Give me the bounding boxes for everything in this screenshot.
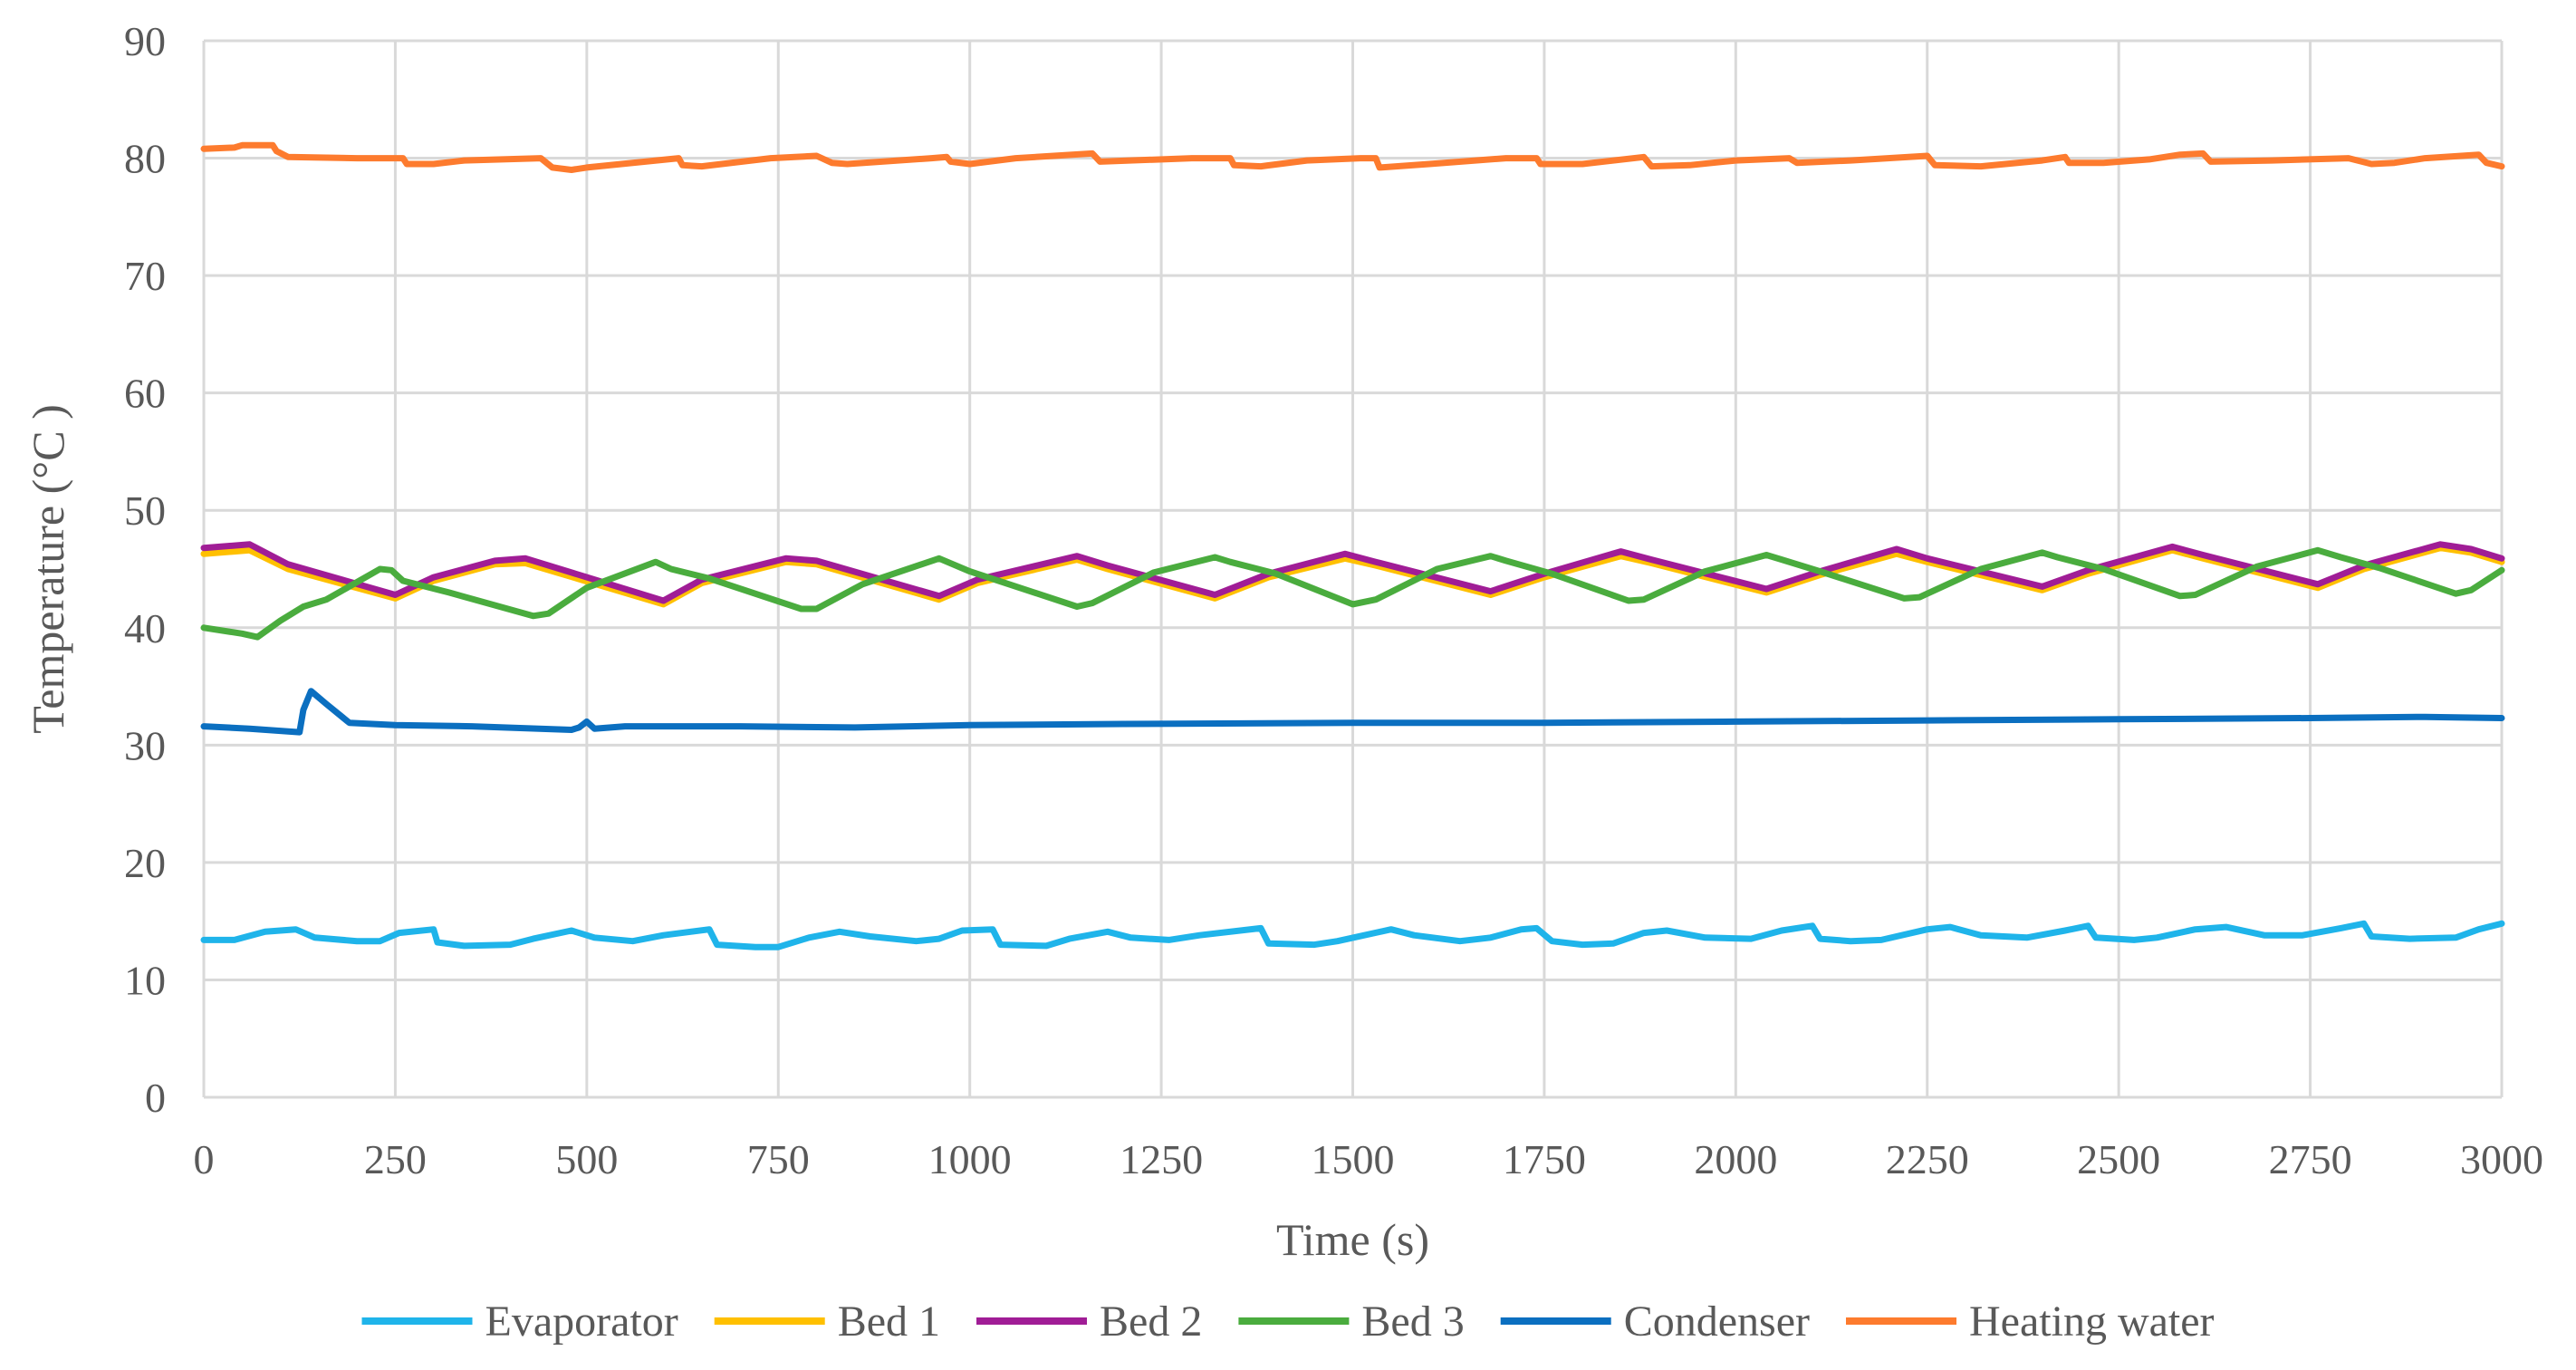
legend-item: Condenser xyxy=(1500,1298,1810,1346)
x-axis-ticks: 0 250 500 750 1000 1250 1500 1750 2000 2250 2500 27… xyxy=(194,1136,2544,1182)
series-line-bed-2 xyxy=(200,541,2505,604)
series-line-bed-3 xyxy=(200,546,2505,641)
x-tick-label: 2750 xyxy=(2269,1136,2352,1182)
legend-item: Evaporator xyxy=(361,1298,678,1346)
legend-item: Bed 1 xyxy=(714,1298,940,1346)
x-tick-label: 1000 xyxy=(928,1136,1012,1182)
y-tick-label: 10 xyxy=(124,957,166,1003)
series-line-bed-1 xyxy=(200,545,2505,608)
x-tick-label: 750 xyxy=(747,1136,810,1182)
legend-label: Bed 2 xyxy=(1100,1298,1202,1346)
series-lines xyxy=(200,141,2505,950)
y-axis-ticks: 0 10 20 30 40 50 60 70 80 90 xyxy=(124,18,166,1121)
legend-label: Evaporator xyxy=(485,1298,678,1346)
y-tick-label: 20 xyxy=(124,840,166,886)
x-tick-label: 1250 xyxy=(1120,1136,1203,1182)
y-tick-label: 60 xyxy=(124,371,166,417)
legend: Evaporator Bed 1 Bed 2 Bed 3 Condenser Heatin… xyxy=(361,1298,2215,1346)
x-tick-label: 2250 xyxy=(1886,1136,1969,1182)
legend-item: Bed 3 xyxy=(1238,1298,1465,1346)
y-tick-label: 80 xyxy=(124,136,166,182)
y-tick-label: 40 xyxy=(124,605,166,651)
x-axis-title: Time (s) xyxy=(1276,1214,1429,1265)
y-tick-label: 50 xyxy=(124,487,166,534)
y-tick-label: 70 xyxy=(124,253,166,299)
y-axis-title: Temperature (°C ) xyxy=(23,404,73,734)
y-tick-label: 90 xyxy=(124,18,166,64)
x-tick-label: 500 xyxy=(555,1136,618,1182)
x-tick-label: 2000 xyxy=(1694,1136,1777,1182)
legend-label: Heating water xyxy=(1969,1298,2215,1346)
series-line-heating-water xyxy=(200,141,2505,173)
x-tick-label: 3000 xyxy=(2460,1136,2543,1182)
x-tick-label: 0 xyxy=(194,1136,215,1182)
y-tick-label: 0 xyxy=(145,1075,166,1121)
series-line-condenser xyxy=(200,688,2505,736)
series-line-evaporator xyxy=(200,920,2505,950)
x-tick-label: 1750 xyxy=(1503,1136,1586,1182)
x-tick-label: 250 xyxy=(364,1136,427,1182)
legend-item: Bed 2 xyxy=(976,1298,1202,1346)
legend-item: Heating water xyxy=(1846,1298,2215,1346)
legend-label: Condenser xyxy=(1624,1298,1810,1346)
x-tick-label: 2500 xyxy=(2077,1136,2160,1182)
legend-label: Bed 3 xyxy=(1361,1298,1464,1346)
x-tick-label: 1500 xyxy=(1312,1136,1395,1182)
y-tick-label: 30 xyxy=(124,722,166,768)
legend-label: Bed 1 xyxy=(838,1298,940,1346)
